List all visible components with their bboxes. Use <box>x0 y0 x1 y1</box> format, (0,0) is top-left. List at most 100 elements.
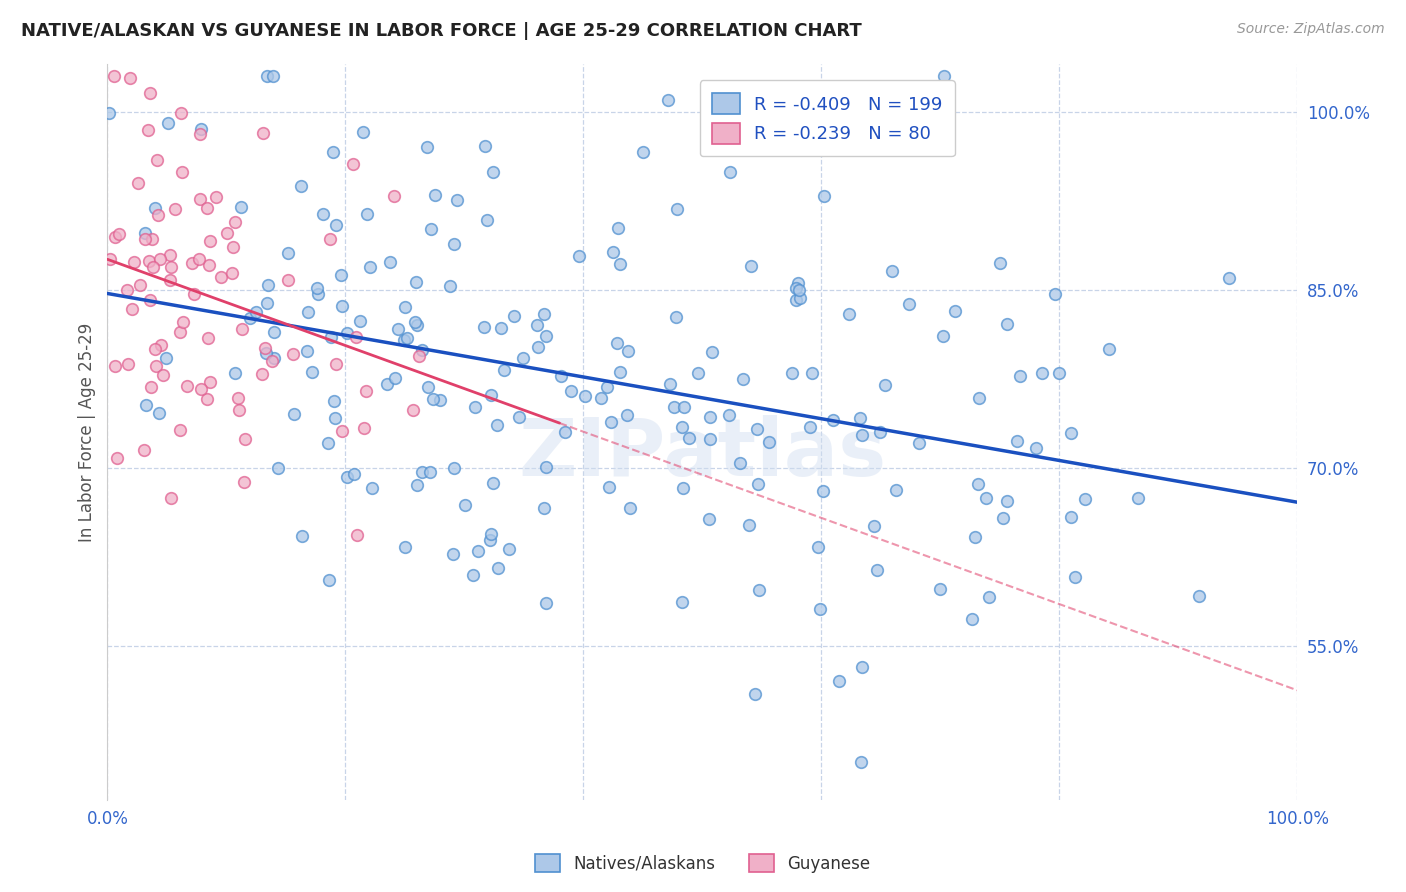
Point <box>851 660 873 674</box>
Point <box>209 270 232 285</box>
Point <box>1098 343 1121 357</box>
Point <box>828 674 851 689</box>
Point <box>172 315 194 329</box>
Point <box>665 202 688 216</box>
Point <box>221 266 243 280</box>
Point <box>609 365 631 379</box>
Point <box>138 86 160 100</box>
Point <box>512 351 534 365</box>
Y-axis label: In Labor Force | Age 25-29: In Labor Force | Age 25-29 <box>79 323 96 541</box>
Point <box>176 379 198 393</box>
Point <box>231 200 253 214</box>
Point <box>277 246 299 260</box>
Point <box>439 278 461 293</box>
Point <box>884 483 907 497</box>
Point <box>321 330 343 344</box>
Point <box>813 189 835 203</box>
Point <box>224 215 246 229</box>
Point <box>256 295 278 310</box>
Point <box>226 392 249 406</box>
Point <box>104 230 127 244</box>
Point <box>146 153 169 167</box>
Point <box>330 268 353 283</box>
Point <box>486 561 509 575</box>
Point <box>554 425 576 440</box>
Point <box>699 432 721 446</box>
Point <box>283 407 305 421</box>
Point <box>1126 491 1149 506</box>
Point <box>508 409 530 424</box>
Point <box>375 376 398 391</box>
Point <box>786 276 808 290</box>
Point <box>290 178 312 193</box>
Point <box>394 333 416 347</box>
Point <box>686 367 709 381</box>
Point <box>574 389 596 403</box>
Point <box>118 70 141 85</box>
Point <box>256 277 278 292</box>
Point <box>352 125 374 139</box>
Point <box>1005 434 1028 449</box>
Point <box>349 313 371 327</box>
Point <box>1010 368 1032 383</box>
Legend: Natives/Alaskans, Guyanese: Natives/Alaskans, Guyanese <box>529 847 877 880</box>
Point <box>325 219 347 233</box>
Point <box>205 190 228 204</box>
Point <box>98 252 121 267</box>
Point <box>617 343 640 358</box>
Point <box>657 93 679 107</box>
Text: ZIPatlas: ZIPatlas <box>519 415 886 493</box>
Point <box>408 349 430 363</box>
Point <box>481 475 503 490</box>
Point <box>239 310 262 325</box>
Point <box>1025 441 1047 455</box>
Point <box>105 450 128 465</box>
Point <box>159 273 181 287</box>
Point <box>498 542 520 557</box>
Point <box>318 573 340 587</box>
Point <box>149 252 172 266</box>
Point <box>441 548 464 562</box>
Point <box>183 287 205 301</box>
Point <box>188 252 211 267</box>
Point <box>142 260 165 274</box>
Point <box>745 422 768 436</box>
Text: NATIVE/ALASKAN VS GUYANESE IN LABOR FORCE | AGE 25-29 CORRELATION CHART: NATIVE/ALASKAN VS GUYANESE IN LABOR FORC… <box>21 22 862 40</box>
Point <box>420 222 443 236</box>
Point <box>117 283 139 297</box>
Point <box>589 391 612 405</box>
Point <box>502 309 524 323</box>
Point <box>384 371 406 385</box>
Point <box>492 362 515 376</box>
Point <box>467 543 489 558</box>
Point <box>849 410 872 425</box>
Point <box>882 264 904 278</box>
Point <box>245 305 267 319</box>
Point <box>394 540 416 554</box>
Point <box>159 248 181 262</box>
Point <box>731 372 754 386</box>
Point <box>800 366 823 380</box>
Point <box>325 357 347 371</box>
Point <box>146 208 169 222</box>
Point <box>235 433 257 447</box>
Point <box>97 106 120 120</box>
Point <box>291 529 314 543</box>
Point <box>598 480 620 494</box>
Point <box>454 498 477 512</box>
Point <box>995 317 1018 331</box>
Point <box>122 255 145 269</box>
Point <box>141 380 163 394</box>
Point <box>387 322 409 336</box>
Legend: R = -0.409   N = 199, R = -0.239   N = 80: R = -0.409 N = 199, R = -0.239 N = 80 <box>700 80 955 156</box>
Point <box>977 590 1000 604</box>
Point <box>671 420 693 434</box>
Point <box>423 188 446 202</box>
Point <box>356 207 378 221</box>
Point <box>190 127 212 141</box>
Point <box>785 281 807 295</box>
Point <box>789 291 811 305</box>
Point <box>416 140 439 154</box>
Point <box>198 258 221 272</box>
Point <box>419 465 441 479</box>
